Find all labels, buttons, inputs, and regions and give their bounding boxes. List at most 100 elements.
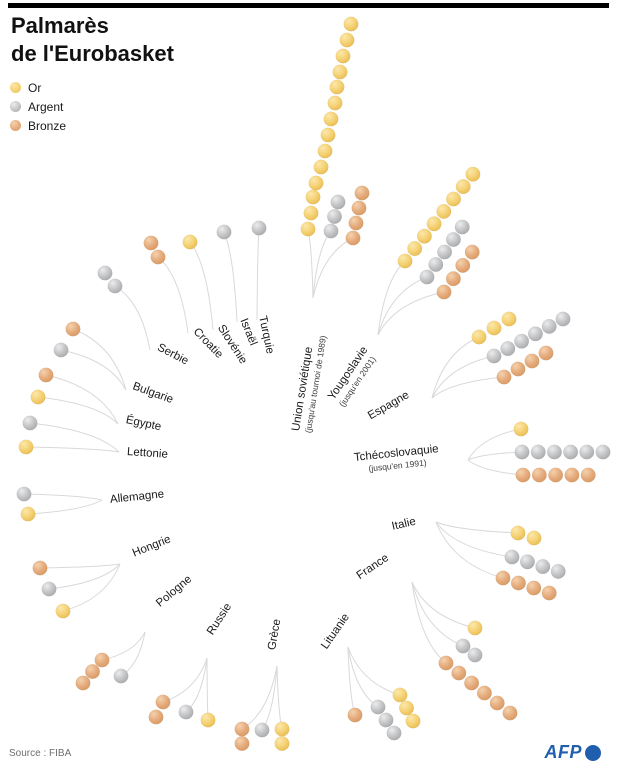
medal-dot-argent [254,722,270,738]
medal-dot-bronze [75,675,91,691]
medal-dot-bronze [548,467,564,483]
medal-dot-or [300,221,316,237]
medal-dot-or [501,311,517,327]
connector-espagne-argent [431,355,495,399]
medal-dot-argent [437,244,453,260]
medal-dot-bronze [526,580,542,596]
medal-dot-argent [53,342,69,358]
medal-dot-bronze [489,695,505,711]
medal-dot-bronze [38,367,54,383]
medal-dot-argent [326,208,343,225]
medal-dot-argent [323,223,339,239]
connector-italie-bronze [435,521,504,579]
medal-dot-argent [555,311,571,327]
connector-yougoslavie-argent [377,276,428,336]
medal-dots [16,16,611,752]
medal-dot-or [455,179,471,195]
medal-dot-or [436,203,452,219]
afp-globe-icon [585,744,601,761]
medal-dot-or [182,234,198,250]
medal-dot-bronze [524,353,540,369]
connector-espagne-bronze [431,376,505,399]
connector-france-or [411,581,476,629]
medal-dot-or [465,166,481,182]
medal-dot-or [471,329,487,345]
connector-tchecoslovaquie-bronze [467,459,524,476]
country-name: Lettonie [126,446,169,461]
medal-dot-bronze [445,271,461,287]
connector-lines [23,227,524,731]
medal-dot-or [320,127,336,143]
medal-dot-or [305,189,321,205]
medal-dot-bronze [94,652,110,668]
medal-dot-bronze [580,467,596,483]
connector-urss-bronze [312,237,354,299]
medal-dot-argent [514,444,530,460]
medal-dot-bronze [32,560,48,576]
connector-grece-bronze [241,665,278,730]
medal-dot-or [329,79,345,95]
medal-dot-bronze [538,345,554,361]
medal-dot-or [20,506,36,522]
medal-dot-argent [550,563,566,579]
connector-grece-or [276,665,283,730]
connector-allemagne-argent [23,493,103,501]
medal-dot-argent [107,278,123,294]
medal-dot-argent [455,638,471,654]
medal-dot-argent [428,256,444,273]
medal-dot-or [339,32,355,48]
top-rule [8,3,609,8]
connector-bulgarie-bronze [72,328,127,391]
medal-dot-bronze [84,663,101,680]
medal-dot-or [407,241,423,257]
medal-dot-bronze [451,665,467,681]
afp-logo-text: AFP [544,742,582,762]
medal-dot-or [510,525,526,541]
medal-dot-argent [178,704,194,720]
connector-espagne-or [431,336,480,399]
medal-dot-bronze [155,694,171,710]
connector-lettonie-or [25,446,120,453]
medal-dot-argent [504,549,520,565]
medal-dot-or [392,687,408,703]
medal-dot-or [274,735,290,752]
medal-dot-bronze [455,257,471,273]
medal-dot-or [486,320,502,336]
connector-urss-or [307,228,314,299]
medal-dot-bronze [464,244,480,260]
connector-lituanie-argent [347,646,379,708]
medal-dot-argent [546,444,562,460]
connector-egypte-or [37,396,119,425]
medal-dot-argent [595,444,611,460]
medal-dot-bronze [510,575,526,591]
medal-dot-argent [563,444,579,460]
legend-label: Or [28,80,42,95]
connector-bulgarie-argent [60,349,127,391]
medal-dot-argent [467,647,483,663]
medal-dot-argent [535,559,551,575]
medal-dot-argent [22,415,38,431]
legend-item-bronze: Bronze [10,116,66,135]
medal-dot-argent [419,269,435,285]
source-credit: Source : FIBA [9,748,72,759]
connector-israel-argent [223,231,238,323]
medal-dot-or [405,713,421,729]
medal-dot-or [398,700,415,716]
medal-dot-bronze [476,685,492,701]
medal-dot-argent [579,444,595,460]
title-line-1: Palmarès [11,13,109,38]
medal-dot-or [332,64,348,80]
gold-medal-icon [10,82,21,93]
medal-dot-argent [113,668,129,684]
medal-dot-bronze [234,735,250,752]
connector-allemagne-or [27,499,103,515]
medal-dot-bronze [354,185,370,201]
connector-hongrie-argent [48,563,121,590]
connector-lituanie-bronze [347,646,356,716]
medal-dot-or [308,175,324,191]
medal-dot-argent [541,318,557,334]
medal-dot-bronze [65,321,81,337]
medal-dot-argent [16,486,32,502]
medal-dot-argent [251,220,267,236]
